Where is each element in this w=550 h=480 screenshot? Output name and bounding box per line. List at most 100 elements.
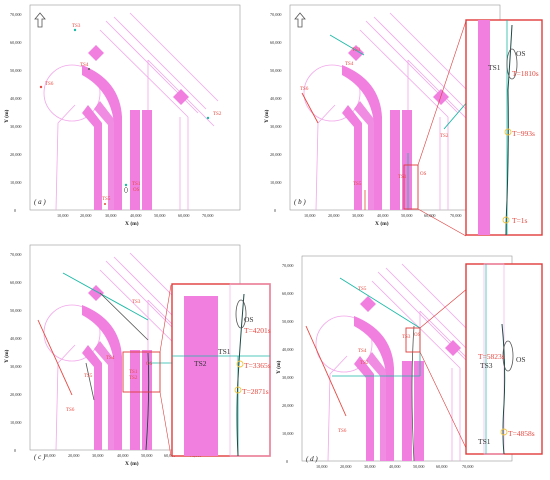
svg-text:20,000: 20,000 bbox=[270, 152, 282, 158]
svg-text:TS5: TS5 bbox=[353, 182, 362, 187]
svg-text:70,000: 70,000 bbox=[202, 213, 214, 219]
svg-text:Y (m): Y (m) bbox=[275, 360, 282, 374]
svg-text:T=2871s: T=2871s bbox=[242, 387, 269, 396]
svg-text:TS1: TS1 bbox=[478, 437, 491, 446]
svg-text:OS: OS bbox=[516, 49, 526, 58]
svg-text:20,000: 20,000 bbox=[328, 213, 340, 219]
svg-text:T=3365s: T=3365s bbox=[244, 361, 271, 370]
svg-text:20,000: 20,000 bbox=[340, 464, 352, 470]
svg-text:30,000: 30,000 bbox=[10, 124, 22, 130]
svg-text:30,000: 30,000 bbox=[270, 124, 282, 130]
zoom-d: T=5823s TS3 OS T=4858s TS1 bbox=[465, 263, 543, 455]
panel-a: TS3 TS4 TS6 TS2 TS1 OS TS5 10,000 20,000… bbox=[3, 4, 241, 227]
svg-text:TS6: TS6 bbox=[300, 87, 309, 92]
x-axis-title: X (m) bbox=[125, 220, 139, 227]
svg-text:TS4: TS4 bbox=[106, 356, 115, 361]
svg-text:40,000: 40,000 bbox=[282, 347, 294, 353]
zoom-b: OS TS1 T=1810s T=993s T=1s bbox=[465, 19, 543, 236]
svg-text:( b ): ( b ) bbox=[294, 198, 306, 206]
svg-text:20,000: 20,000 bbox=[282, 403, 294, 409]
ts2-label: TS2 bbox=[213, 112, 222, 117]
svg-text:70,000: 70,000 bbox=[450, 213, 462, 219]
svg-text:10,000: 10,000 bbox=[44, 453, 56, 459]
svg-text:10,000: 10,000 bbox=[57, 213, 69, 219]
svg-text:50,000: 50,000 bbox=[154, 213, 166, 219]
svg-text:X (m): X (m) bbox=[125, 460, 139, 467]
svg-text:TS2: TS2 bbox=[129, 376, 138, 381]
svg-text:40,000: 40,000 bbox=[10, 336, 22, 342]
svg-text:TS2: TS2 bbox=[440, 134, 449, 139]
svg-text:60,000: 60,000 bbox=[164, 453, 176, 459]
svg-text:40,000: 40,000 bbox=[270, 96, 282, 102]
svg-text:60,000: 60,000 bbox=[436, 464, 448, 470]
svg-text:0: 0 bbox=[14, 208, 16, 213]
panel-caption: ( a ) bbox=[34, 198, 46, 206]
svg-text:60,000: 60,000 bbox=[178, 213, 190, 219]
svg-text:30,000: 30,000 bbox=[105, 213, 117, 219]
svg-text:40,000: 40,000 bbox=[389, 464, 401, 470]
north-arrow-icon bbox=[34, 12, 46, 28]
svg-text:0: 0 bbox=[14, 448, 16, 453]
svg-text:70,000: 70,000 bbox=[270, 12, 282, 18]
y-axis-title: Y (m) bbox=[3, 109, 10, 123]
ts3-label: TS3 bbox=[72, 24, 81, 29]
svg-text:Y (m): Y (m) bbox=[3, 349, 10, 363]
svg-text:20,000: 20,000 bbox=[10, 152, 22, 158]
svg-text:T=5823s: T=5823s bbox=[478, 352, 505, 361]
svg-text:T=4858s: T=4858s bbox=[508, 429, 535, 438]
svg-text:50,000: 50,000 bbox=[413, 464, 425, 470]
svg-text:50,000: 50,000 bbox=[10, 68, 22, 74]
svg-text:40,000: 40,000 bbox=[10, 96, 22, 102]
svg-text:60,000: 60,000 bbox=[270, 40, 282, 46]
svg-text:70,000: 70,000 bbox=[282, 263, 294, 269]
svg-text:OS: OS bbox=[420, 172, 427, 177]
svg-text:10,000: 10,000 bbox=[10, 180, 22, 186]
svg-text:OS: OS bbox=[244, 315, 254, 324]
svg-text:TS2: TS2 bbox=[194, 359, 207, 368]
svg-text:T=4201s: T=4201s bbox=[244, 326, 271, 335]
svg-text:TS1: TS1 bbox=[218, 347, 231, 356]
svg-text:50,000: 50,000 bbox=[10, 308, 22, 314]
svg-text:10,000: 10,000 bbox=[270, 180, 282, 186]
svg-text:50,000: 50,000 bbox=[282, 319, 294, 325]
svg-text:Y (m): Y (m) bbox=[263, 109, 270, 123]
svg-text:TS5: TS5 bbox=[84, 374, 93, 379]
svg-text:30,000: 30,000 bbox=[10, 364, 22, 370]
svg-text:20,000: 20,000 bbox=[80, 213, 92, 219]
svg-text:10,000: 10,000 bbox=[10, 420, 22, 426]
svg-text:X (m): X (m) bbox=[375, 220, 389, 227]
svg-text:OS: OS bbox=[516, 355, 526, 364]
svg-text:50,000: 50,000 bbox=[401, 213, 413, 219]
svg-text:40,000: 40,000 bbox=[377, 213, 389, 219]
svg-text:30,000: 30,000 bbox=[282, 375, 294, 381]
svg-text:60,000: 60,000 bbox=[10, 40, 22, 46]
panel-b: TS4 TS6 TS2 TS5 TS3 TS1 OS 10,000 20,000… bbox=[263, 4, 501, 237]
svg-text:30,000: 30,000 bbox=[364, 464, 376, 470]
svg-text:TS4: TS4 bbox=[345, 62, 354, 67]
svg-text:10,000: 10,000 bbox=[282, 431, 294, 437]
svg-text:40,000: 40,000 bbox=[117, 453, 129, 459]
svg-text:TS4: TS4 bbox=[358, 349, 367, 354]
svg-text:40,000: 40,000 bbox=[130, 213, 142, 219]
svg-text:30,000: 30,000 bbox=[92, 453, 104, 459]
panel-d: TS5 TS4 TS2 TS6 TS3 OS 10,000 20,000 30,… bbox=[275, 255, 513, 470]
svg-text:OS: OS bbox=[146, 362, 153, 367]
svg-text:50,000: 50,000 bbox=[141, 453, 153, 459]
svg-text:TS1: TS1 bbox=[129, 370, 138, 375]
ts6-label: TS6 bbox=[45, 82, 54, 87]
svg-text:20,000: 20,000 bbox=[68, 453, 80, 459]
svg-text:TS1: TS1 bbox=[488, 63, 501, 72]
svg-text:70,000: 70,000 bbox=[462, 464, 474, 470]
svg-text:10,000: 10,000 bbox=[316, 464, 328, 470]
svg-text:T=993s: T=993s bbox=[512, 129, 535, 138]
svg-text:TS5: TS5 bbox=[358, 287, 367, 292]
svg-text:TS6: TS6 bbox=[338, 429, 347, 434]
zoom-c: OS T=4201s TS1 TS2 T=3365s T=2871s bbox=[171, 283, 271, 457]
svg-text:( c ): ( c ) bbox=[34, 453, 46, 461]
svg-text:T=1810s: T=1810s bbox=[512, 69, 539, 78]
os-label: OS bbox=[133, 188, 140, 193]
svg-text:TS3: TS3 bbox=[132, 300, 141, 305]
svg-text:0: 0 bbox=[286, 459, 288, 464]
svg-text:60,000: 60,000 bbox=[282, 291, 294, 297]
svg-text:TS6: TS6 bbox=[66, 408, 75, 413]
